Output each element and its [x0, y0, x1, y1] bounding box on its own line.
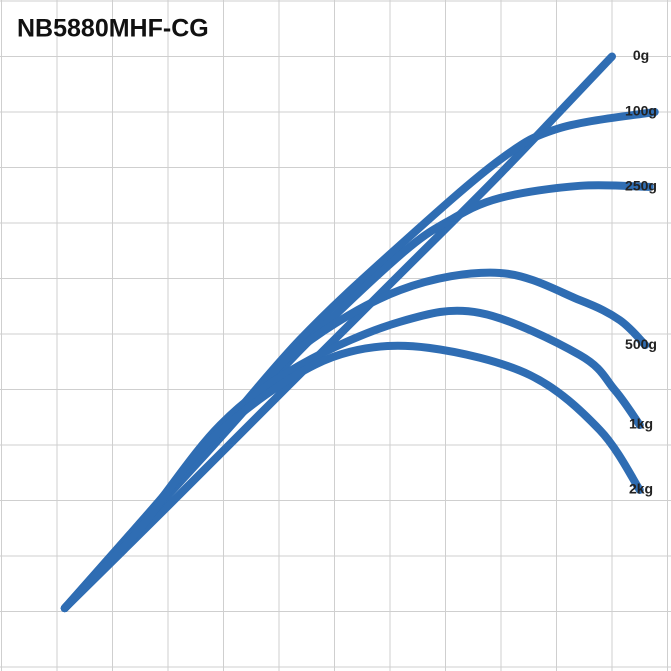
series-label: 250g [625, 178, 657, 194]
chart-title: NB5880MHF-CG [17, 15, 209, 43]
curve [60, 52, 616, 613]
curve [60, 341, 644, 613]
series-label: 0g [633, 47, 649, 63]
series-label: 100g [625, 103, 657, 119]
series-label: 2kg [629, 481, 653, 497]
series-label: 500g [625, 336, 657, 352]
series-label: 1kg [629, 416, 653, 432]
